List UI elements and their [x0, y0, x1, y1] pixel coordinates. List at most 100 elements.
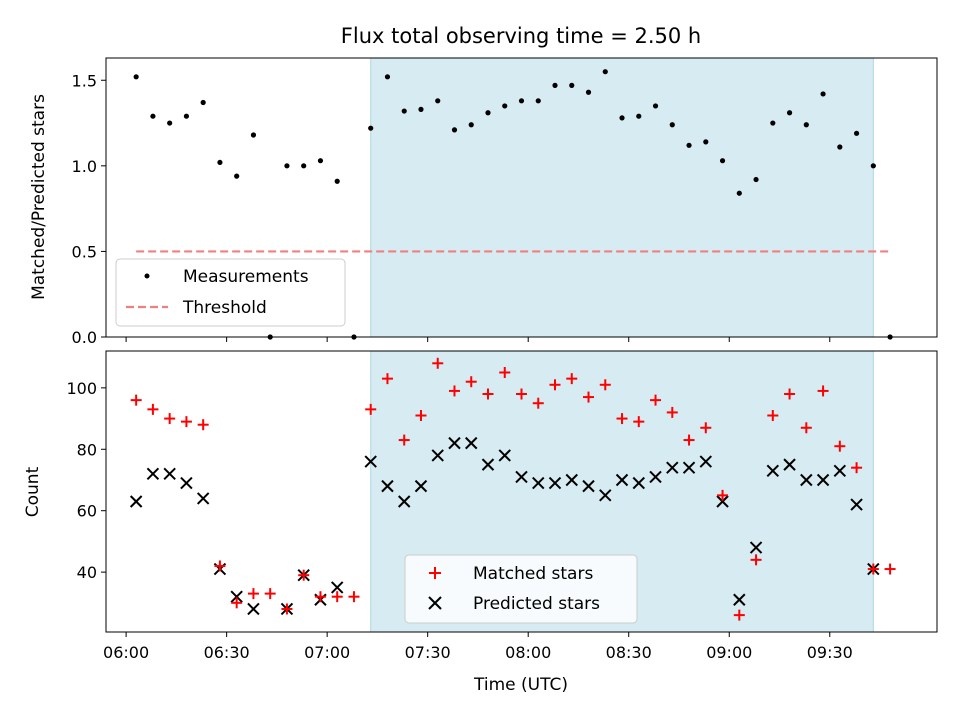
predicted-star-point — [599, 489, 612, 502]
matched-star-point — [130, 394, 142, 406]
measurement-point — [334, 178, 340, 184]
measurement-point — [652, 103, 659, 109]
legend-predicted-label: Predicted stars — [473, 594, 600, 614]
legend-matched-marker — [429, 567, 441, 579]
matched-star-point — [465, 376, 477, 388]
predicted-star-point — [364, 455, 377, 468]
matched-star-point — [214, 560, 226, 572]
measurement-point — [703, 139, 709, 145]
count-y-tick-label: 100 — [66, 379, 97, 398]
measurement-point — [686, 142, 692, 148]
predicted-star-point — [666, 461, 679, 474]
matched-star-point — [817, 385, 829, 397]
matched-star-point — [884, 563, 896, 575]
predicted-star-point — [615, 473, 629, 487]
ratio-legend: Measurements Threshold — [115, 258, 346, 327]
matched-star-point — [834, 440, 846, 452]
measurement-point — [150, 113, 156, 119]
matched-star-point — [247, 588, 259, 600]
ratio-y-tick-label: 1.5 — [72, 71, 97, 90]
predicted-star-point — [431, 449, 444, 462]
matched-star-point — [566, 373, 578, 385]
matched-star-point — [666, 406, 678, 418]
measurement-point — [803, 122, 809, 128]
measurement-point — [585, 89, 592, 95]
predicted-star-point — [733, 593, 746, 606]
matched-star-point — [767, 409, 779, 421]
matched-star-point — [784, 388, 796, 400]
measurement-point — [301, 163, 307, 169]
ratio-panel: 0.0 0.5 1.0 1.5 Matched/Predicted stars Mea… — [29, 57, 938, 347]
predicted-star-point — [833, 464, 847, 477]
matched-star-point — [147, 403, 159, 415]
measurement-point — [602, 69, 608, 75]
predicted-star-point — [398, 495, 411, 508]
measurement-point — [719, 158, 726, 164]
predicted-star-point — [247, 602, 260, 616]
measurement-point — [518, 98, 525, 104]
measurement-point — [669, 122, 675, 128]
measurement-point — [619, 115, 625, 121]
matched-star-point — [867, 563, 879, 575]
predicted-star-point — [163, 467, 176, 481]
matched-star-point — [432, 357, 444, 369]
measurement-point — [853, 130, 860, 136]
measurement-point — [753, 176, 759, 183]
count-y-axis-label: Count — [23, 466, 43, 517]
measurement-point — [736, 190, 742, 196]
predicted-star-point — [749, 541, 763, 554]
predicted-star-point — [800, 473, 813, 487]
predicted-star-point — [330, 581, 344, 594]
matched-star-point — [197, 419, 209, 431]
predicted-star-point — [649, 470, 662, 484]
predicted-star-point — [230, 590, 243, 603]
measurement-point — [250, 132, 257, 138]
matched-star-point — [365, 403, 377, 415]
legend-predicted-marker — [428, 596, 442, 610]
matched-star-point — [700, 422, 712, 434]
matched-star-point — [164, 413, 176, 425]
ratio-y-tick-label: 0.0 — [72, 328, 97, 347]
matched-star-point — [482, 388, 494, 400]
measurement-point — [636, 113, 642, 119]
predicted-star-point — [146, 467, 160, 481]
x-tick-label: 08:00 — [505, 643, 551, 662]
legend-matched-label: Matched stars — [473, 564, 593, 584]
predicted-star-point — [481, 458, 495, 471]
count-panel-frame — [105, 350, 938, 633]
matched-star-point — [549, 379, 561, 391]
ratio-y-tick-label: 0.5 — [72, 242, 97, 261]
measurement-point — [133, 74, 139, 80]
ratio-y-tick-label: 1.0 — [72, 157, 97, 176]
measurement-point — [535, 98, 541, 104]
predicted-star-point — [498, 449, 511, 462]
matched-star-point — [733, 609, 745, 621]
x-tick-label: 09:30 — [807, 643, 853, 662]
measurement-point — [502, 103, 508, 109]
measurement-point — [770, 120, 776, 126]
x-tick-label: 06:00 — [103, 643, 149, 662]
count-panel: 06:00 06:30 07:00 07:30 08:00 08:30 09:00 09:30… — [23, 350, 938, 695]
measurement-point — [167, 120, 173, 126]
x-tick-label: 08:30 — [606, 643, 652, 662]
chart-title: Flux total observing time = 2.50 h — [341, 24, 701, 48]
predicted-star-point — [632, 476, 645, 490]
matched-star-point — [415, 409, 427, 421]
predicted-star-point — [582, 479, 595, 493]
predicted-star-point — [532, 476, 545, 490]
predicted-star-point — [716, 495, 729, 508]
predicted-star-point — [548, 476, 562, 490]
predicted-star-point — [682, 461, 696, 474]
predicted-star-point — [414, 479, 428, 493]
measurement-point — [234, 173, 240, 179]
measurement-point — [485, 110, 491, 116]
predicted-star-point — [783, 458, 796, 471]
predicted-star-point — [448, 436, 461, 450]
matched-star-point — [448, 385, 460, 397]
measurement-point — [435, 98, 441, 104]
x-axis-label: Time (UTC) — [473, 675, 568, 695]
matched-star-point — [616, 413, 628, 425]
legend-threshold-label: Threshold — [182, 298, 267, 318]
legend-measurements-label: Measurements — [183, 267, 309, 287]
